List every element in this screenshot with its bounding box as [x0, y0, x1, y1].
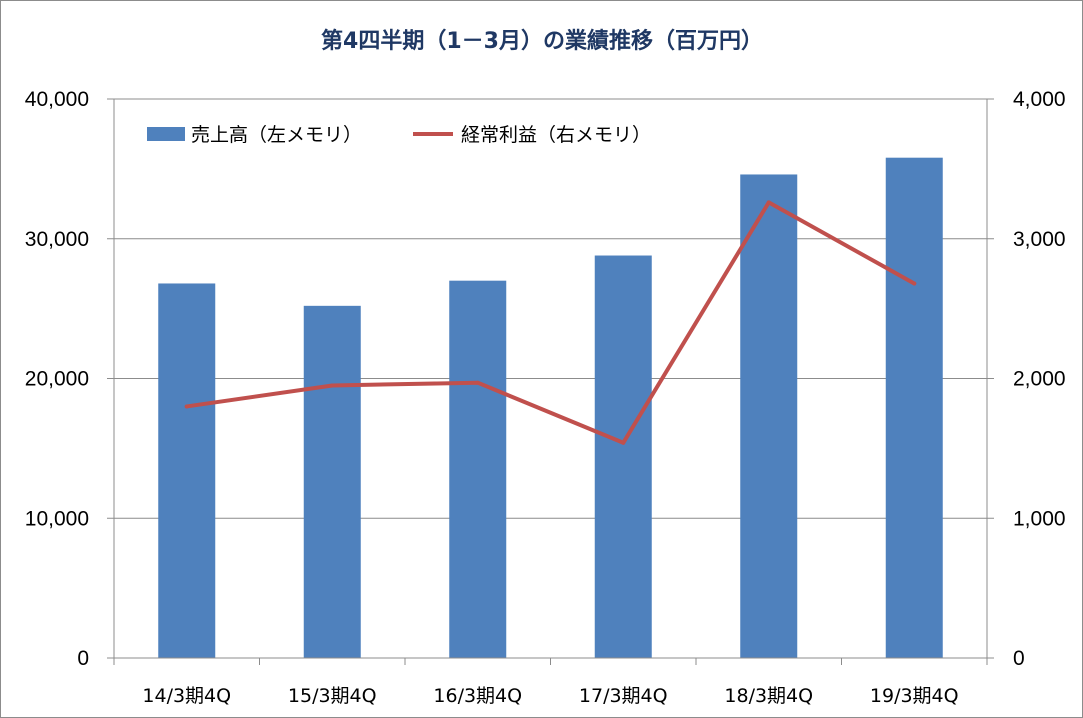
axes: 0 0 10,000 1,000 20,000 2,000 30,000 3,000 40,00…	[25, 88, 1066, 707]
y-left-tick-label: 20,000	[25, 368, 89, 391]
line-point-ordinary-profit	[766, 200, 771, 205]
y-left-tick-label: 0	[77, 647, 89, 670]
line-point-ordinary-profit	[184, 404, 189, 409]
bar-sales	[449, 280, 507, 658]
x-tick-label: 19/3期4Q	[870, 685, 959, 707]
line-point-ordinary-profit	[621, 440, 626, 445]
legend-label-ordinary-profit: 経常利益（右メモリ）	[461, 124, 651, 146]
x-tick-label: 14/3期4Q	[142, 685, 231, 707]
line-point-ordinary-profit	[330, 383, 335, 388]
bar-sales	[594, 255, 652, 658]
legend-label-sales: 売上高（左メモリ）	[191, 124, 362, 146]
y-right-tick-label: 0	[1013, 647, 1025, 670]
bar-sales	[740, 174, 798, 658]
x-tick-label: 16/3期4Q	[433, 685, 522, 707]
chart-title: 第4四半期（1－3月）の業績推移（百万円）	[321, 28, 763, 54]
gridlines	[114, 98, 987, 519]
legend: 売上高（左メモリ） 経常利益（右メモリ）	[147, 124, 651, 146]
line-series	[184, 200, 917, 445]
y-right-tick-label: 3,000	[1013, 228, 1066, 251]
y-right-tick-label: 1,000	[1013, 507, 1066, 530]
line-point-ordinary-profit	[912, 281, 917, 286]
line-ordinary-profit	[184, 200, 917, 445]
y-left-tick-label: 30,000	[25, 228, 89, 251]
bar-series	[158, 157, 943, 658]
line-point-ordinary-profit	[475, 380, 480, 385]
y-left-tick-label: 40,000	[25, 88, 89, 111]
y-right-tick-label: 2,000	[1013, 368, 1066, 391]
bar-sales	[303, 305, 361, 658]
x-tick-label: 18/3期4Q	[724, 685, 813, 707]
bar-sales	[885, 157, 943, 658]
y-right-tick-label: 4,000	[1013, 88, 1066, 111]
legend-swatch-bar	[147, 127, 185, 141]
y-left-tick-label: 10,000	[25, 507, 89, 530]
bar-sales	[158, 283, 216, 658]
x-tick-label: 17/3期4Q	[579, 685, 668, 707]
x-tick-label: 15/3期4Q	[288, 685, 377, 707]
